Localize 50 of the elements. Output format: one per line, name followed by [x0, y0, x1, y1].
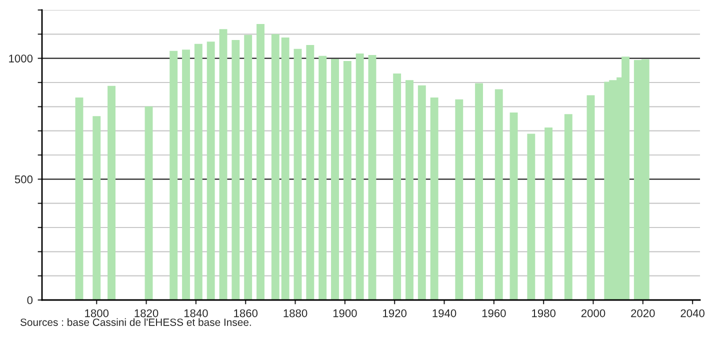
x-tick-label: 1940	[432, 309, 456, 318]
bar	[232, 40, 240, 300]
y-tick-label: 500	[14, 175, 33, 184]
bar	[318, 56, 327, 300]
bar	[271, 34, 280, 300]
x-tick-label: 1980	[532, 309, 556, 318]
x-tick-label: 1840	[184, 309, 208, 318]
x-tick-label: 2040	[680, 309, 704, 318]
bar	[281, 38, 290, 300]
bar	[194, 44, 202, 300]
bar	[331, 59, 339, 300]
x-tick-label: 2000	[581, 309, 606, 318]
y-tick-label: 1000	[9, 54, 33, 62]
bar	[368, 54, 376, 300]
bar	[244, 34, 252, 300]
bar	[356, 54, 364, 300]
bar	[418, 85, 426, 300]
bar	[306, 45, 314, 300]
source-note: Sources : base Cassini de l'EHESS et base Insee.	[20, 318, 251, 326]
bar	[256, 24, 264, 300]
bar	[586, 95, 595, 300]
bar	[108, 86, 116, 300]
bar	[343, 60, 352, 300]
y-tick-label: 0	[27, 296, 33, 304]
bar	[92, 116, 101, 300]
x-tick-label: 2020	[631, 309, 655, 318]
bar	[75, 97, 84, 300]
x-tick-label: 1900	[333, 309, 357, 318]
bar	[182, 50, 190, 300]
x-tick-label: 1820	[134, 309, 158, 318]
bar	[510, 112, 518, 300]
x-tick-label: 1880	[284, 309, 308, 318]
bar	[170, 50, 178, 300]
x-tick-label: 1960	[482, 309, 506, 318]
bar	[406, 80, 414, 300]
bar	[294, 48, 302, 300]
bar	[393, 74, 402, 300]
bar	[494, 89, 503, 300]
bar	[144, 106, 153, 300]
bar	[430, 97, 438, 300]
bar	[475, 83, 483, 300]
bar	[455, 99, 464, 300]
bar	[219, 29, 228, 300]
bar	[527, 134, 536, 300]
x-tick-label: 1920	[383, 309, 407, 318]
x-tick-label: 1800	[85, 309, 109, 318]
bar	[206, 42, 215, 300]
x-tick-label: 1860	[234, 309, 258, 318]
bar	[544, 127, 553, 300]
bar	[564, 114, 572, 300]
